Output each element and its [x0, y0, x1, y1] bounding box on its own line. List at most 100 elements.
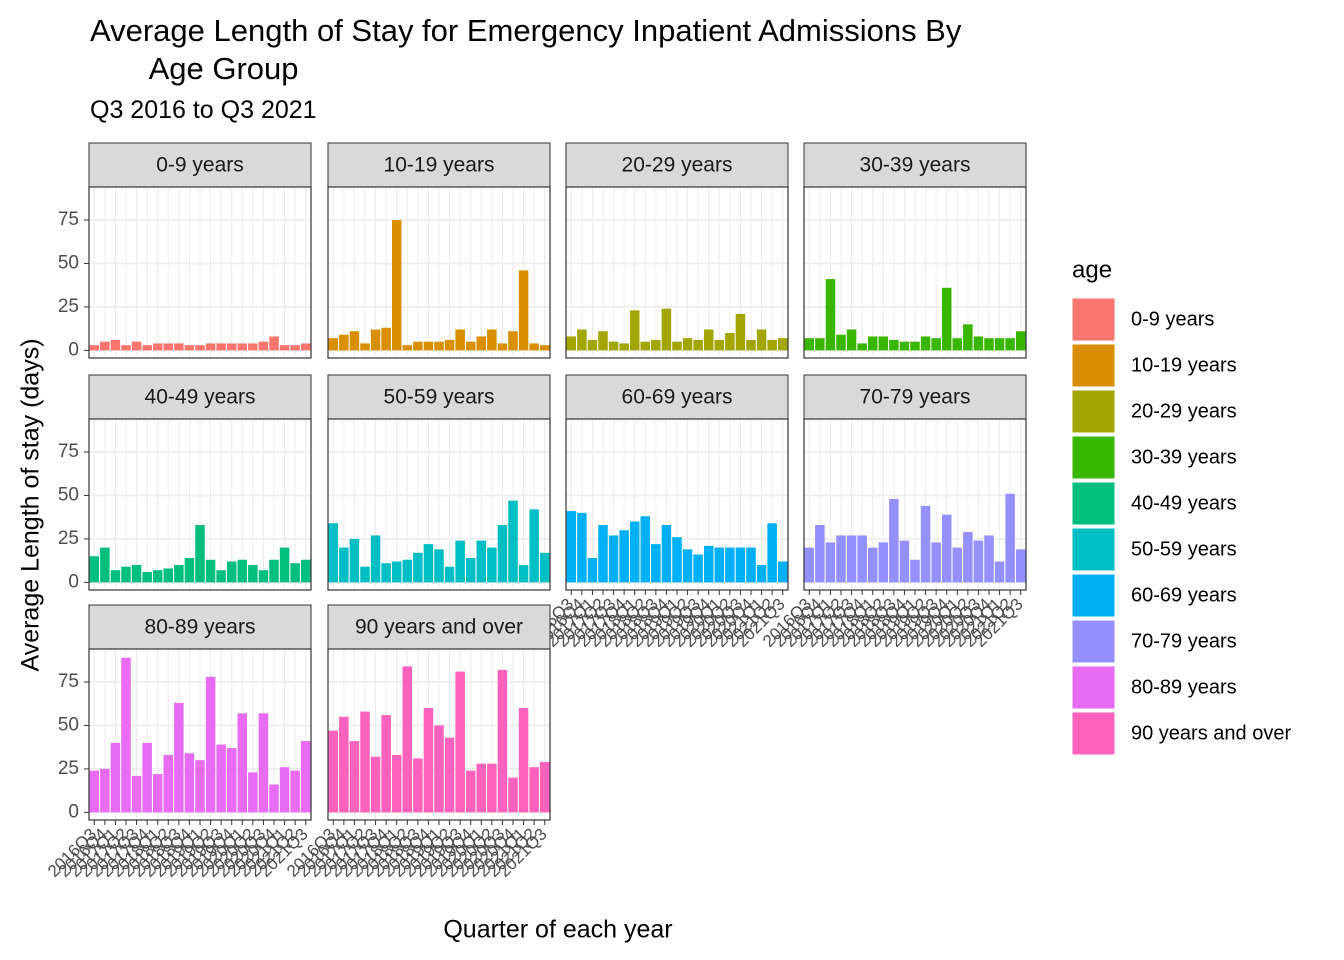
legend-label: 80-89 years — [1131, 676, 1237, 698]
bar — [391, 220, 402, 351]
bar — [339, 716, 349, 813]
bar — [651, 339, 661, 351]
bar — [290, 345, 300, 351]
bar — [714, 339, 725, 351]
legend-key — [1071, 619, 1116, 664]
bar — [952, 338, 963, 351]
strip — [88, 142, 312, 188]
bar — [963, 324, 973, 351]
legend-key — [1071, 665, 1116, 710]
legend-key — [1071, 389, 1116, 434]
panel-border — [88, 418, 312, 591]
bar — [867, 547, 878, 583]
bar — [529, 343, 539, 351]
bar — [529, 509, 539, 583]
legend-key — [1071, 481, 1116, 526]
panel-border — [565, 186, 789, 359]
bar — [963, 531, 973, 583]
bar — [619, 343, 629, 351]
bar — [497, 343, 508, 351]
bar — [444, 737, 455, 813]
bar — [518, 270, 529, 351]
bar — [889, 339, 899, 351]
y-tick-label: 25 — [58, 758, 79, 779]
bar — [381, 327, 391, 351]
strip-label: 20-29 years — [622, 154, 733, 177]
strip — [565, 142, 789, 188]
bar — [725, 547, 735, 583]
legend-key — [1071, 435, 1116, 480]
bar — [195, 525, 205, 583]
y-tick-label: 0 — [68, 339, 79, 360]
bar — [349, 538, 360, 583]
bar — [279, 547, 290, 583]
bar — [328, 338, 339, 351]
legend-title: age — [1072, 256, 1112, 283]
bar — [941, 514, 952, 583]
bar — [735, 547, 746, 583]
bar — [290, 770, 300, 813]
bar — [121, 566, 131, 583]
bar — [846, 535, 857, 583]
strip-label: 30-39 years — [860, 154, 971, 177]
bar — [300, 741, 311, 813]
bar — [889, 498, 899, 583]
strip — [327, 142, 551, 188]
bar — [328, 730, 339, 813]
bar — [777, 338, 788, 351]
bar — [381, 715, 391, 813]
bar — [910, 559, 920, 583]
chart-subtitle: Q3 2016 to Q3 2021 — [90, 96, 317, 124]
bar — [825, 279, 836, 351]
strip — [803, 374, 1027, 420]
bar — [152, 570, 163, 583]
bar — [931, 338, 941, 351]
strip-label: 10-19 years — [384, 154, 495, 177]
bar — [746, 339, 756, 351]
bar — [434, 549, 444, 583]
bar — [269, 559, 279, 583]
strip — [327, 374, 551, 420]
legend-label: 30-39 years — [1131, 446, 1237, 468]
bar — [89, 345, 100, 351]
bar — [756, 329, 767, 351]
bar — [131, 775, 142, 813]
strip — [565, 374, 789, 420]
bar — [237, 713, 248, 813]
y-tick-label: 0 — [68, 801, 79, 822]
bar — [566, 336, 577, 351]
bar — [539, 552, 550, 583]
strip-label: 0-9 years — [156, 154, 244, 177]
bar — [184, 345, 195, 351]
legend-label: 40-49 years — [1131, 492, 1237, 514]
bar — [184, 753, 195, 813]
legend-label: 20-29 years — [1131, 400, 1237, 422]
bar — [476, 763, 487, 813]
bar — [465, 558, 476, 583]
bar — [651, 544, 661, 583]
bar — [434, 725, 444, 813]
bar — [629, 310, 640, 351]
bar — [836, 535, 846, 583]
strip-label: 70-79 years — [860, 386, 971, 409]
bar — [714, 547, 725, 583]
bar — [825, 542, 836, 583]
bar — [508, 777, 518, 813]
bar — [878, 542, 889, 583]
bar — [110, 339, 121, 351]
bar — [195, 760, 205, 813]
legend-label: 60-69 years — [1131, 584, 1237, 606]
bar — [258, 713, 269, 813]
bar — [539, 345, 550, 351]
bar — [529, 767, 539, 813]
bar — [539, 761, 550, 813]
bar — [682, 338, 693, 351]
bar — [508, 331, 518, 351]
strip — [327, 604, 551, 650]
strip-label: 80-89 years — [145, 616, 256, 639]
strip — [803, 142, 1027, 188]
bar — [608, 535, 619, 583]
bar — [476, 540, 487, 583]
bar — [941, 287, 952, 351]
bar — [910, 341, 920, 351]
